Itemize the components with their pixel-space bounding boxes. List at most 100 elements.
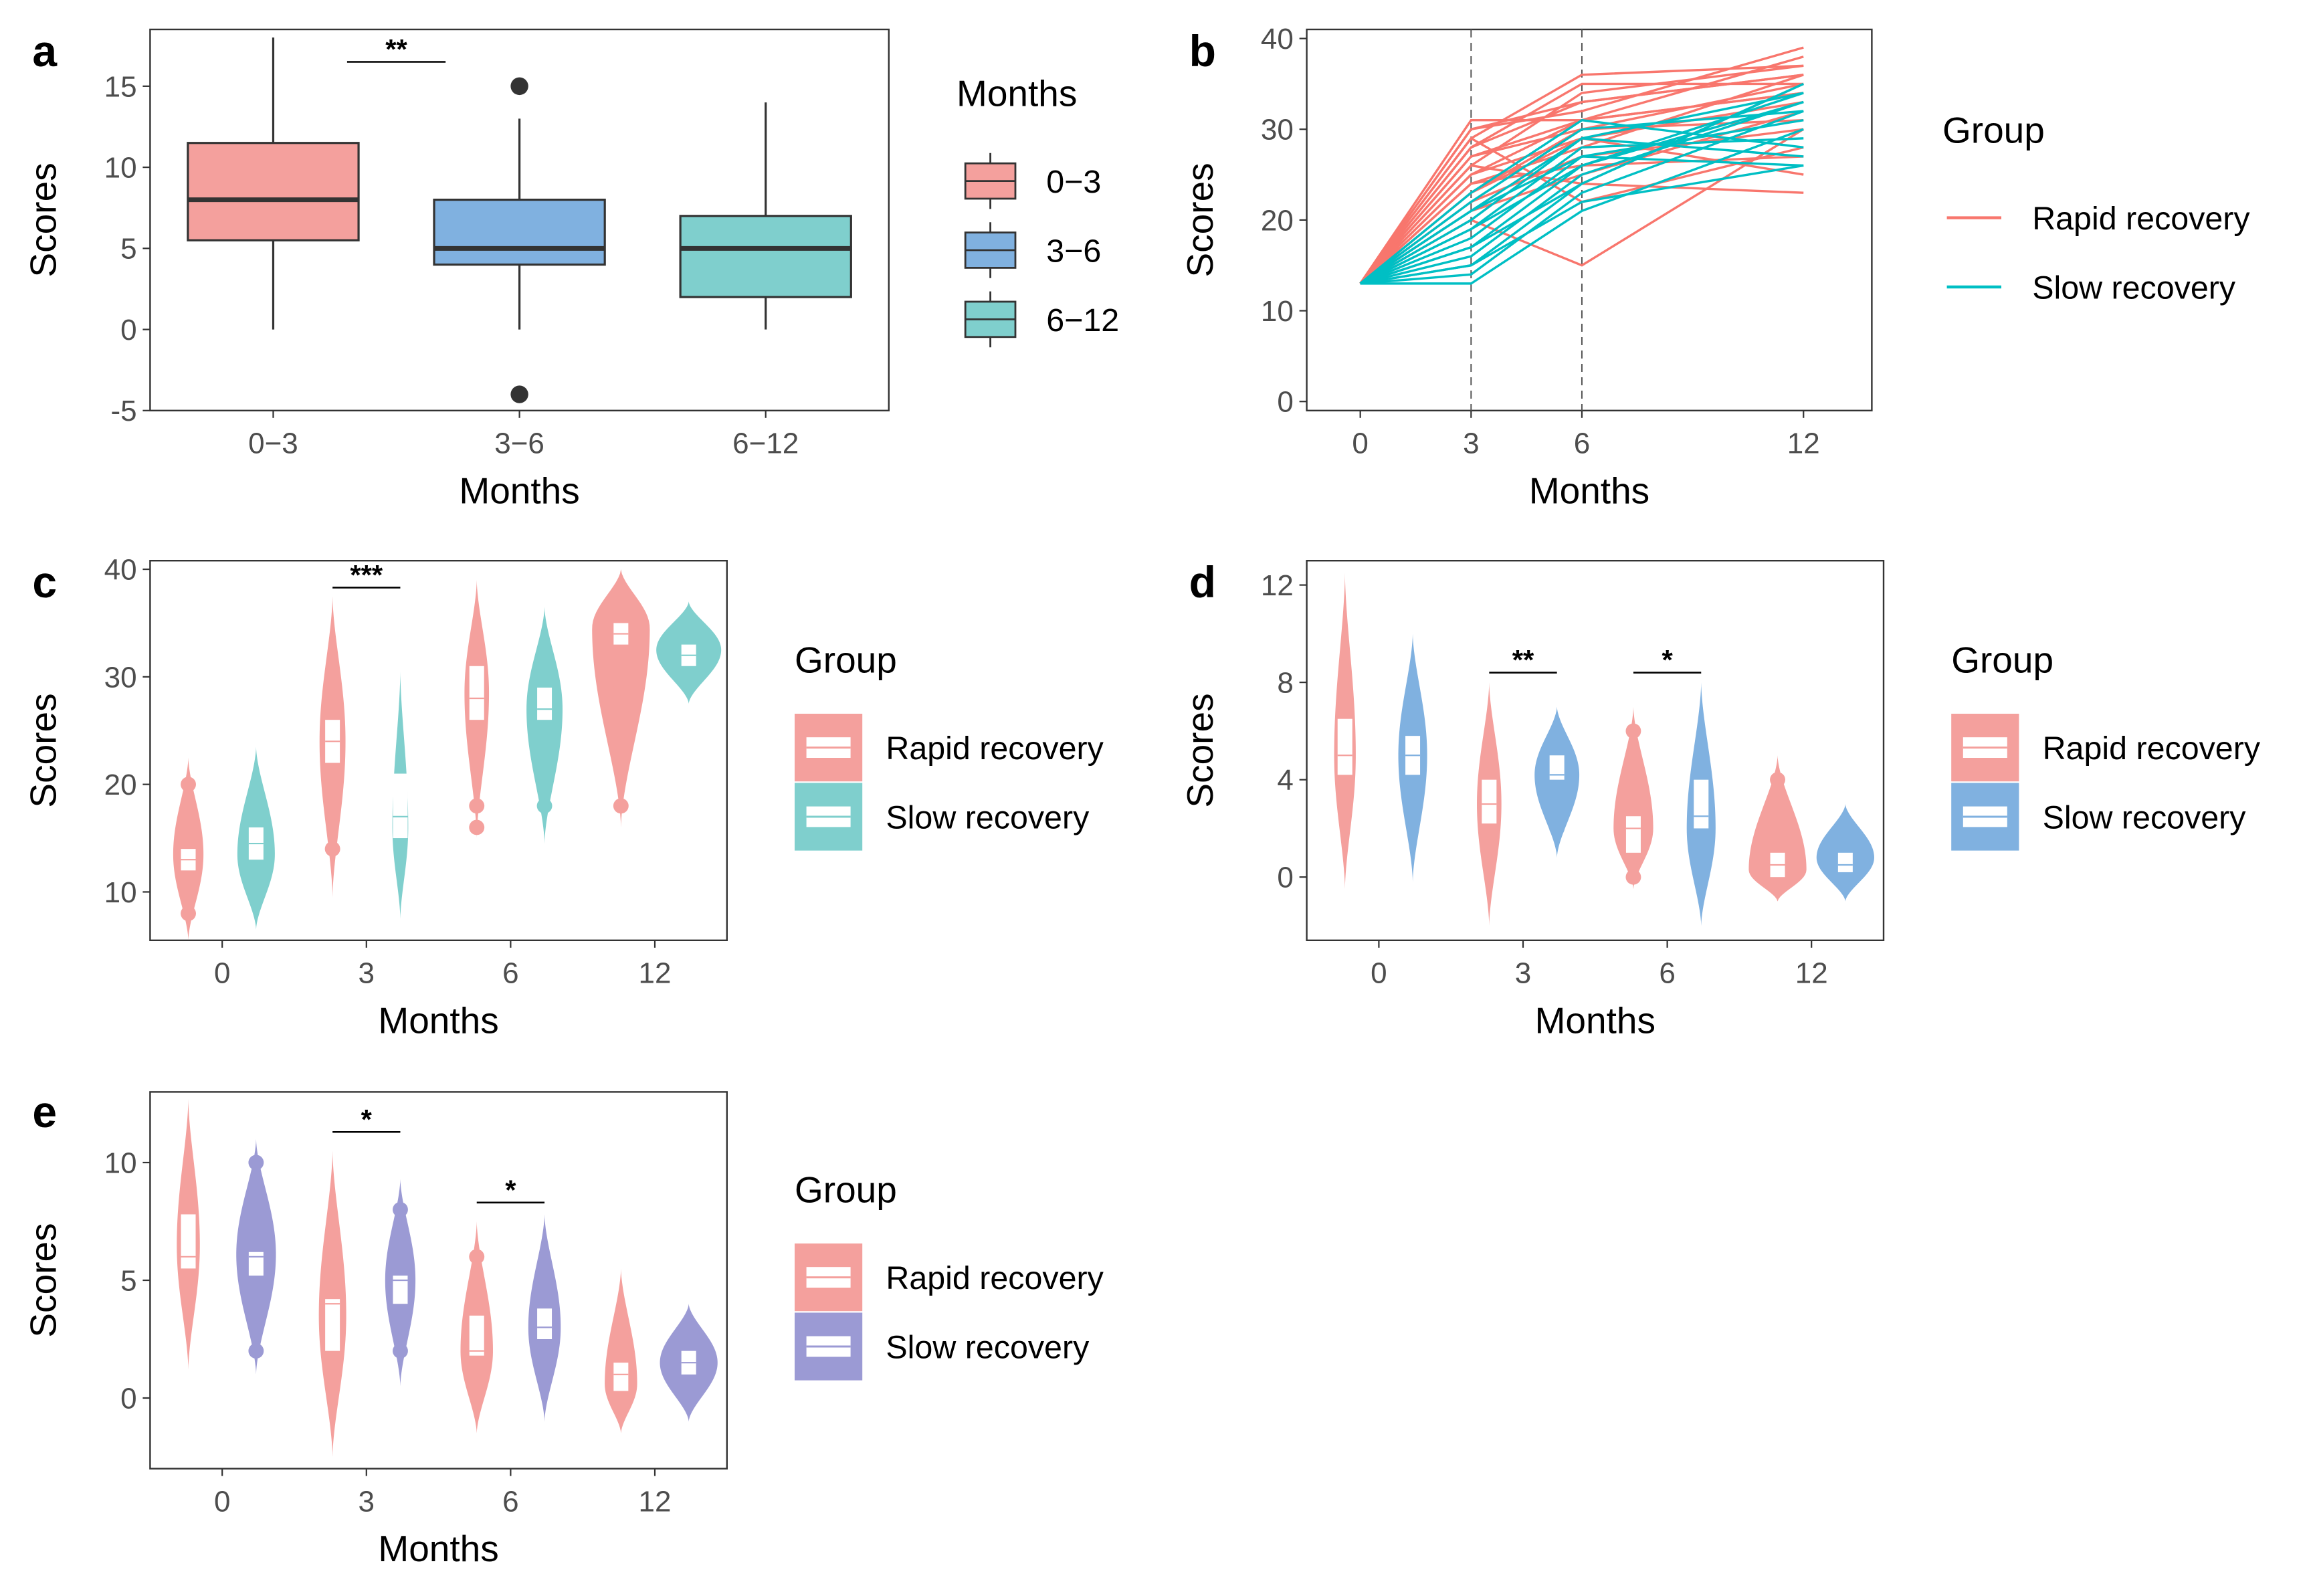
violin-body: [1613, 706, 1653, 890]
trajectory-line: [1359, 136, 1804, 284]
legend-group: Group Rapid recovery Slow recovery: [795, 639, 1104, 851]
y-axis-label: Scores: [23, 1223, 64, 1337]
x-axis-label: Months: [1535, 999, 1655, 1041]
legend-label: 6−12: [1046, 302, 1119, 338]
y-tick-label: 40: [1261, 23, 1294, 56]
legend-group: Group Rapid recovery Slow recovery: [1951, 639, 2261, 851]
y-axis-label: Scores: [23, 163, 64, 277]
y-tick-label: 4: [1277, 764, 1293, 797]
y-tick-label: 10: [104, 876, 137, 909]
violin-iqr-box: [248, 1252, 264, 1276]
legend-title: Group: [1951, 639, 2053, 680]
violin-group-rapid-recovery: [1334, 573, 1807, 926]
x-tick-label: 12: [1787, 427, 1820, 460]
violin-body: [1748, 755, 1807, 902]
panel-a-boxplot: a -5 0 5 10 15 Scores 0−3 3−6 6−12 Months ** Months 0…: [23, 26, 1120, 511]
y-axis-label: Scores: [1179, 163, 1221, 277]
violin-body: [1534, 706, 1580, 858]
legend-months: Months 0−3 3−6 6−12: [957, 72, 1119, 348]
panel-b-tag: b: [1189, 26, 1216, 76]
violin-iqr-box: [1337, 718, 1352, 775]
violin-outlier: [613, 658, 629, 674]
x-axis-label: Months: [459, 470, 579, 511]
violin-outlier: [1770, 772, 1785, 788]
x-tick-label: 0−3: [248, 427, 298, 460]
trajectory-line: [1359, 118, 1804, 285]
panel-c-violins: c 10 20 30 40 Scores 0 3 6 12 Months *** Group Rapid …: [23, 553, 1104, 1041]
panel-e-frame: [149, 1091, 728, 1470]
violin-iqr-box: [469, 666, 484, 720]
violin-group-slow-recovery: [1398, 633, 1874, 926]
trajectory-line: [1359, 110, 1804, 285]
box-outlier: [510, 385, 528, 403]
legend-group: Group Rapid recovery Slow recovery: [1942, 109, 2250, 306]
x-tick-label: 3: [1463, 427, 1479, 460]
violin-group-rapid-recovery: [173, 569, 650, 940]
legend-title: Group: [795, 1169, 897, 1210]
violin-outlier: [1625, 869, 1641, 885]
violin-iqr-box: [537, 687, 553, 720]
violin-iqr-box: [1482, 779, 1497, 824]
violin-outlier: [393, 1343, 408, 1359]
violin-body: [592, 569, 650, 827]
violin-outlier: [393, 1201, 408, 1217]
violin-outlier: [613, 680, 629, 696]
legend-label: 0−3: [1046, 164, 1101, 200]
violin-outlier: [613, 722, 629, 738]
y-tick-label: 30: [104, 661, 137, 694]
y-tick-label: 20: [1261, 204, 1294, 237]
x-tick-label: 0: [1371, 957, 1387, 990]
x-tick-label: 0: [214, 957, 230, 990]
violin-iqr-box: [1837, 852, 1853, 872]
legend-label: Rapid recovery: [886, 1260, 1104, 1296]
x-tick-label: 12: [639, 957, 672, 990]
panel-b-lineplot: b 0 10 20 30 40 Scores 0 3 6 12 Months Group Rapid re…: [1179, 23, 2251, 511]
legend-label: Slow recovery: [2032, 270, 2236, 306]
violin-outlier: [469, 798, 485, 814]
panel-d-tag: d: [1189, 557, 1216, 607]
panel-d-frame: [1306, 560, 1885, 941]
violin-iqr-box: [325, 1299, 340, 1351]
violin-iqr-box: [469, 1315, 484, 1356]
y-tick-label: 10: [1261, 295, 1294, 328]
y-tick-label: 20: [104, 769, 137, 801]
trajectory-line: [1359, 137, 1804, 285]
violin-iqr-box: [1625, 816, 1641, 853]
y-tick-label: 0: [120, 1382, 136, 1415]
legend-title: Group: [795, 639, 897, 680]
violin-group-slow-recovery: [236, 1138, 718, 1422]
box-iqr: [433, 198, 606, 266]
x-tick-label: 3: [1515, 957, 1531, 990]
trajectory-line: [1359, 92, 1804, 284]
violin-outlier: [248, 1155, 264, 1171]
y-tick-label: 30: [1261, 114, 1294, 146]
y-tick-label: -5: [110, 395, 136, 427]
box-3−6: [433, 77, 606, 403]
x-axis-label: Months: [378, 999, 498, 1041]
violin-outlier: [324, 841, 340, 857]
violin-iqr-box: [1694, 779, 1709, 829]
trajectory-line: [1359, 74, 1804, 284]
box-6−12: [679, 102, 852, 330]
violin-iqr-box: [393, 773, 408, 839]
x-tick-label: 12: [1795, 957, 1828, 990]
significance-label: *: [1662, 644, 1673, 676]
panel-e-violins: e 0 5 10 Scores 0 3 6 12 Months * * Group Rapid recov…: [23, 1087, 1104, 1569]
legend-label: Rapid recovery: [2032, 201, 2250, 237]
x-tick-label: 6−12: [732, 427, 799, 460]
x-axis-label: Months: [378, 1528, 498, 1569]
violin-outlier: [613, 798, 629, 814]
y-axis-label: Scores: [23, 693, 64, 807]
y-tick-label: 10: [104, 151, 137, 184]
y-tick-label: 12: [1261, 569, 1294, 602]
x-tick-label: 3−6: [494, 427, 544, 460]
box-0−3: [187, 37, 360, 330]
legend-label: Slow recovery: [886, 1330, 1090, 1366]
panel-c-frame: [149, 560, 728, 941]
y-tick-label: 0: [120, 314, 136, 346]
x-tick-label: 0: [1352, 427, 1368, 460]
violin-outlier: [536, 798, 553, 814]
y-tick-label: 8: [1277, 667, 1293, 700]
x-axis-label: Months: [1529, 470, 1649, 511]
series-slow-recovery: [1359, 82, 1804, 285]
